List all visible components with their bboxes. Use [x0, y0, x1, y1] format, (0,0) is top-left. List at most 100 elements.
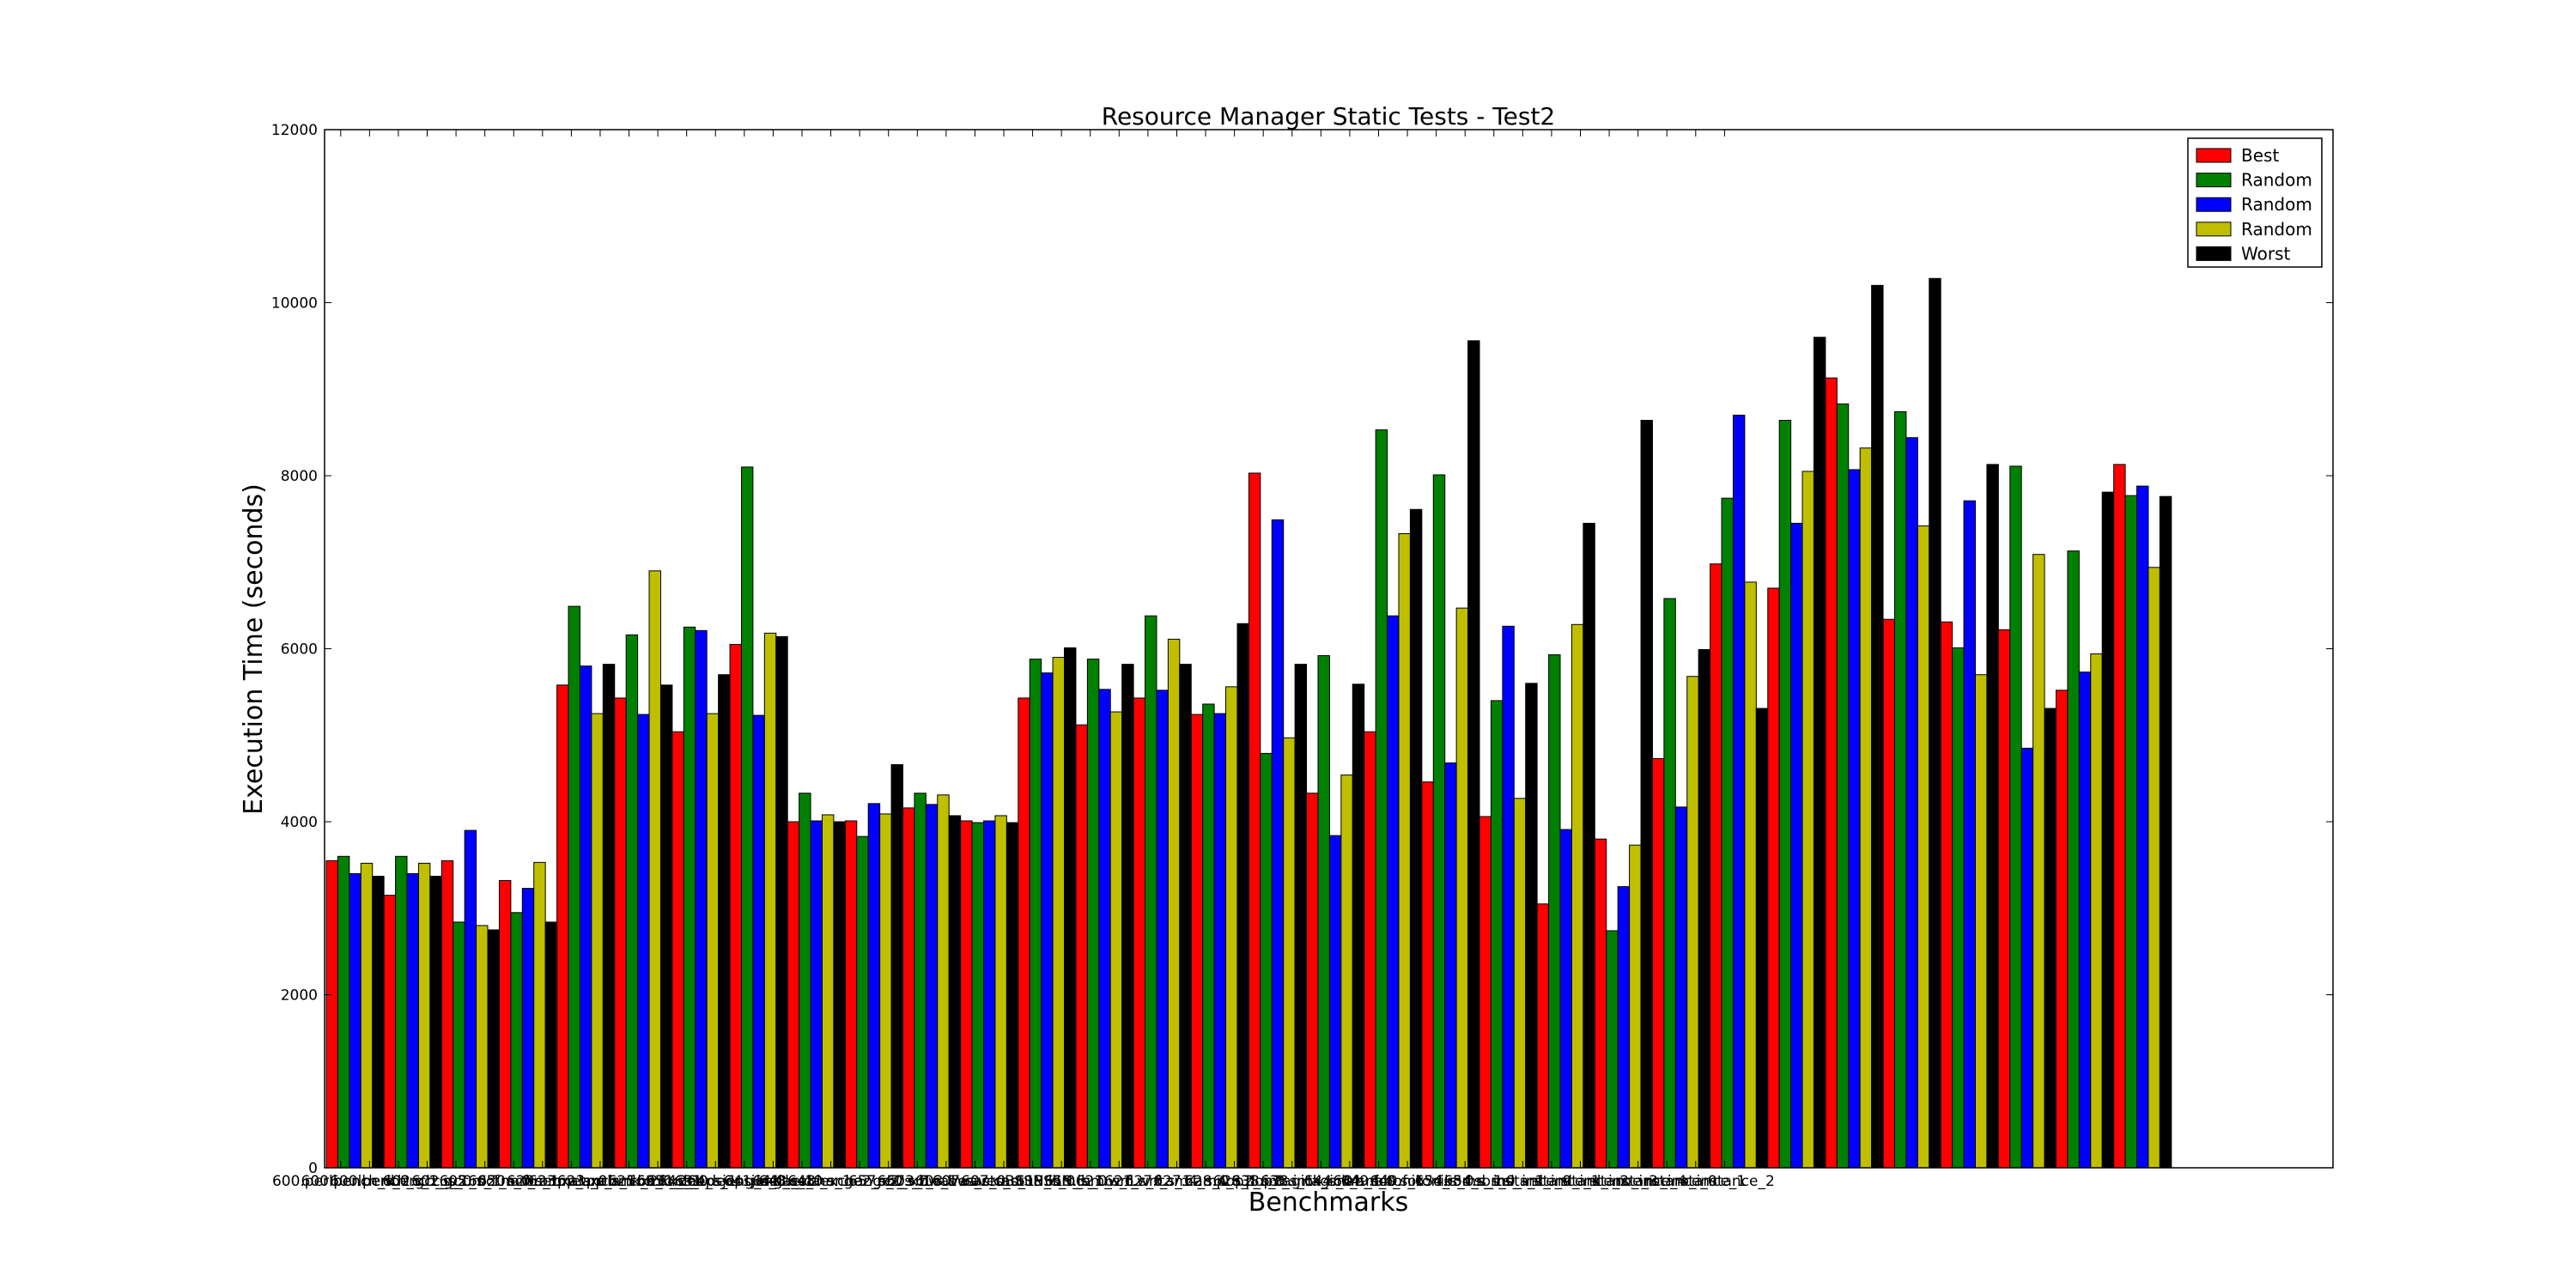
bar	[763, 632, 777, 1169]
bar	[510, 912, 523, 1169]
bar	[1778, 420, 1792, 1169]
bar	[1409, 508, 1423, 1169]
bar	[810, 820, 823, 1169]
x-tick-label: 648.exchange2_s_1	[787, 1173, 932, 1190]
bar	[372, 875, 385, 1169]
x-tick-label: ro_instance_0	[1617, 1173, 1717, 1190]
bar	[1041, 672, 1054, 1169]
bar	[1260, 752, 1273, 1169]
legend-swatch	[2196, 246, 2232, 261]
bar	[1167, 638, 1181, 1169]
bar	[1190, 714, 1204, 1169]
bar	[971, 822, 985, 1169]
x-tick-label: 641.leela_s_1	[752, 1173, 851, 1190]
bar	[1364, 731, 1376, 1169]
bar	[2078, 671, 2092, 1169]
legend: Best Random Random Random Worst	[2187, 137, 2323, 268]
bar	[2090, 653, 2103, 1169]
bar	[360, 862, 374, 1169]
bar	[1952, 647, 1965, 1169]
bar	[1825, 377, 1838, 1169]
bar	[1986, 464, 1999, 1169]
bar	[1109, 711, 1123, 1169]
bar	[602, 664, 616, 1169]
bar	[2020, 747, 2034, 1169]
legend-label: Random	[2241, 170, 2312, 191]
x-tick-label: 657.xz_s_1	[878, 1173, 958, 1190]
bar	[1236, 623, 1249, 1169]
x-tick-label: 600.perlbench_s_2	[330, 1173, 467, 1190]
bar	[1583, 522, 1595, 1169]
bar	[1594, 838, 1607, 1169]
bar	[2032, 554, 2045, 1169]
bar	[1548, 654, 1561, 1169]
x-tick-label: 619.lbm_s_0	[1016, 1173, 1108, 1190]
y-tick-label: 10000	[271, 295, 318, 313]
bar	[1306, 793, 1319, 1169]
bar	[983, 820, 996, 1169]
bar	[2044, 708, 2057, 1169]
bar	[579, 665, 592, 1169]
bar	[1225, 686, 1238, 1169]
bar	[914, 793, 927, 1169]
x-tick-label: 649.fotonik3d_s_1	[1370, 1173, 1503, 1190]
bar	[1086, 659, 1100, 1169]
bar	[349, 872, 361, 1169]
bar	[1271, 519, 1285, 1169]
bar	[1098, 689, 1111, 1169]
bar	[453, 921, 465, 1169]
x-tick-label: sl_instance_0	[1474, 1173, 1571, 1190]
bar	[1018, 697, 1030, 1169]
bar	[1398, 533, 1411, 1169]
legend-label: Best	[2241, 145, 2279, 166]
bar	[1375, 429, 1388, 1169]
x-tick-label: 631.deepsjeng_s_0	[646, 1173, 786, 1190]
x-tick-label: sl_instance_2	[1532, 1173, 1629, 1190]
bar	[406, 872, 419, 1169]
bar	[337, 855, 350, 1169]
legend-swatch	[2196, 148, 2232, 163]
x-tick-label: 648.exchange2_s_0	[759, 1173, 903, 1190]
bar	[1929, 277, 1941, 1169]
bar	[1525, 683, 1538, 1169]
bar	[2056, 690, 2069, 1169]
x-tick-label: 628.pop2_s_0	[1184, 1173, 1285, 1190]
bar	[1571, 623, 1584, 1169]
bar	[1813, 337, 1826, 1169]
x-tick-label: 641.leela_s_0	[724, 1173, 823, 1190]
legend-swatch	[2196, 222, 2232, 237]
bar	[833, 821, 846, 1169]
x-tick-label: ro_instance_1	[1645, 1173, 1746, 1190]
bar	[902, 807, 915, 1169]
x-tick-label: sl_instance_1	[1503, 1173, 1600, 1190]
bar	[2113, 464, 2126, 1169]
bar	[1790, 522, 1803, 1169]
x-tick-label: 603.bwaves_s_1	[915, 1173, 1035, 1190]
bar	[729, 643, 742, 1169]
bar	[1444, 762, 1457, 1169]
bar	[1536, 903, 1550, 1169]
bar	[1732, 414, 1746, 1169]
bar	[429, 875, 442, 1169]
bar	[671, 731, 684, 1169]
bar	[752, 714, 765, 1169]
x-tick-label: 623.xalancbmk_s_1	[557, 1173, 701, 1190]
x-tick-label: 657.xz_s_0	[848, 1173, 929, 1190]
plot-frame	[324, 129, 2334, 1169]
bar	[648, 570, 661, 1169]
bar	[625, 634, 639, 1169]
bar	[844, 820, 858, 1169]
x-tick-label: 644.nab_s_1	[1333, 1173, 1425, 1190]
y-tick-label: 6000	[281, 641, 318, 659]
bar	[1283, 737, 1296, 1169]
bar	[533, 861, 546, 1169]
bar	[2101, 491, 2115, 1169]
bar	[521, 888, 535, 1169]
bar	[775, 635, 788, 1169]
bar	[1340, 775, 1353, 1169]
x-tick-label: 638.imagick_s_0	[1231, 1173, 1352, 1190]
bar	[925, 804, 939, 1169]
bar	[659, 684, 673, 1169]
bar	[1502, 625, 1515, 1169]
bar	[1663, 598, 1676, 1169]
